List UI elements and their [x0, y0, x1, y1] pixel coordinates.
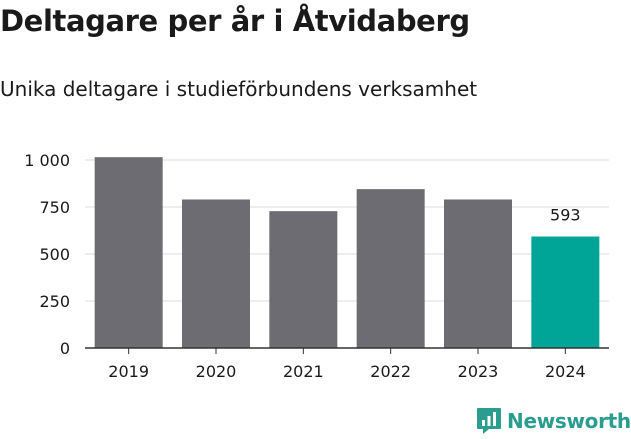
brand-logo: Newsworthy: [476, 407, 631, 435]
y-tick-label: 1 000: [24, 151, 70, 170]
x-tick-label: 2022: [370, 362, 411, 381]
chart-title: Deltagare per år i Åtvidaberg: [0, 4, 470, 38]
bar: [444, 199, 512, 348]
data-labels: 593: [550, 206, 581, 225]
newsworthy-logo-icon: [477, 408, 501, 434]
x-tick-label: 2019: [108, 362, 149, 381]
x-tick-label: 2021: [283, 362, 324, 381]
bar: [94, 157, 163, 348]
bar: [269, 211, 338, 348]
y-tick-label: 750: [39, 198, 70, 217]
bar: [182, 199, 250, 348]
x-tick-label: 2020: [196, 362, 237, 381]
bars: [94, 157, 600, 348]
x-tick-label: 2023: [458, 362, 499, 381]
bar: [531, 236, 600, 348]
data-label: 593: [550, 206, 581, 225]
bar: [356, 189, 425, 348]
y-tick-label: 250: [39, 292, 70, 311]
y-tick-label: 0: [60, 339, 70, 358]
axes: 0 250 500 750 1 000 2019 2020 2021 2022 2023 2024: [24, 151, 609, 381]
gridlines: [85, 159, 609, 302]
brand-name: Newsworthy: [507, 409, 631, 433]
x-tick-label: 2024: [545, 362, 586, 381]
chart-subtitle: Unika deltagare i studieförbundens verks…: [0, 77, 478, 101]
y-tick-label: 500: [39, 245, 70, 264]
